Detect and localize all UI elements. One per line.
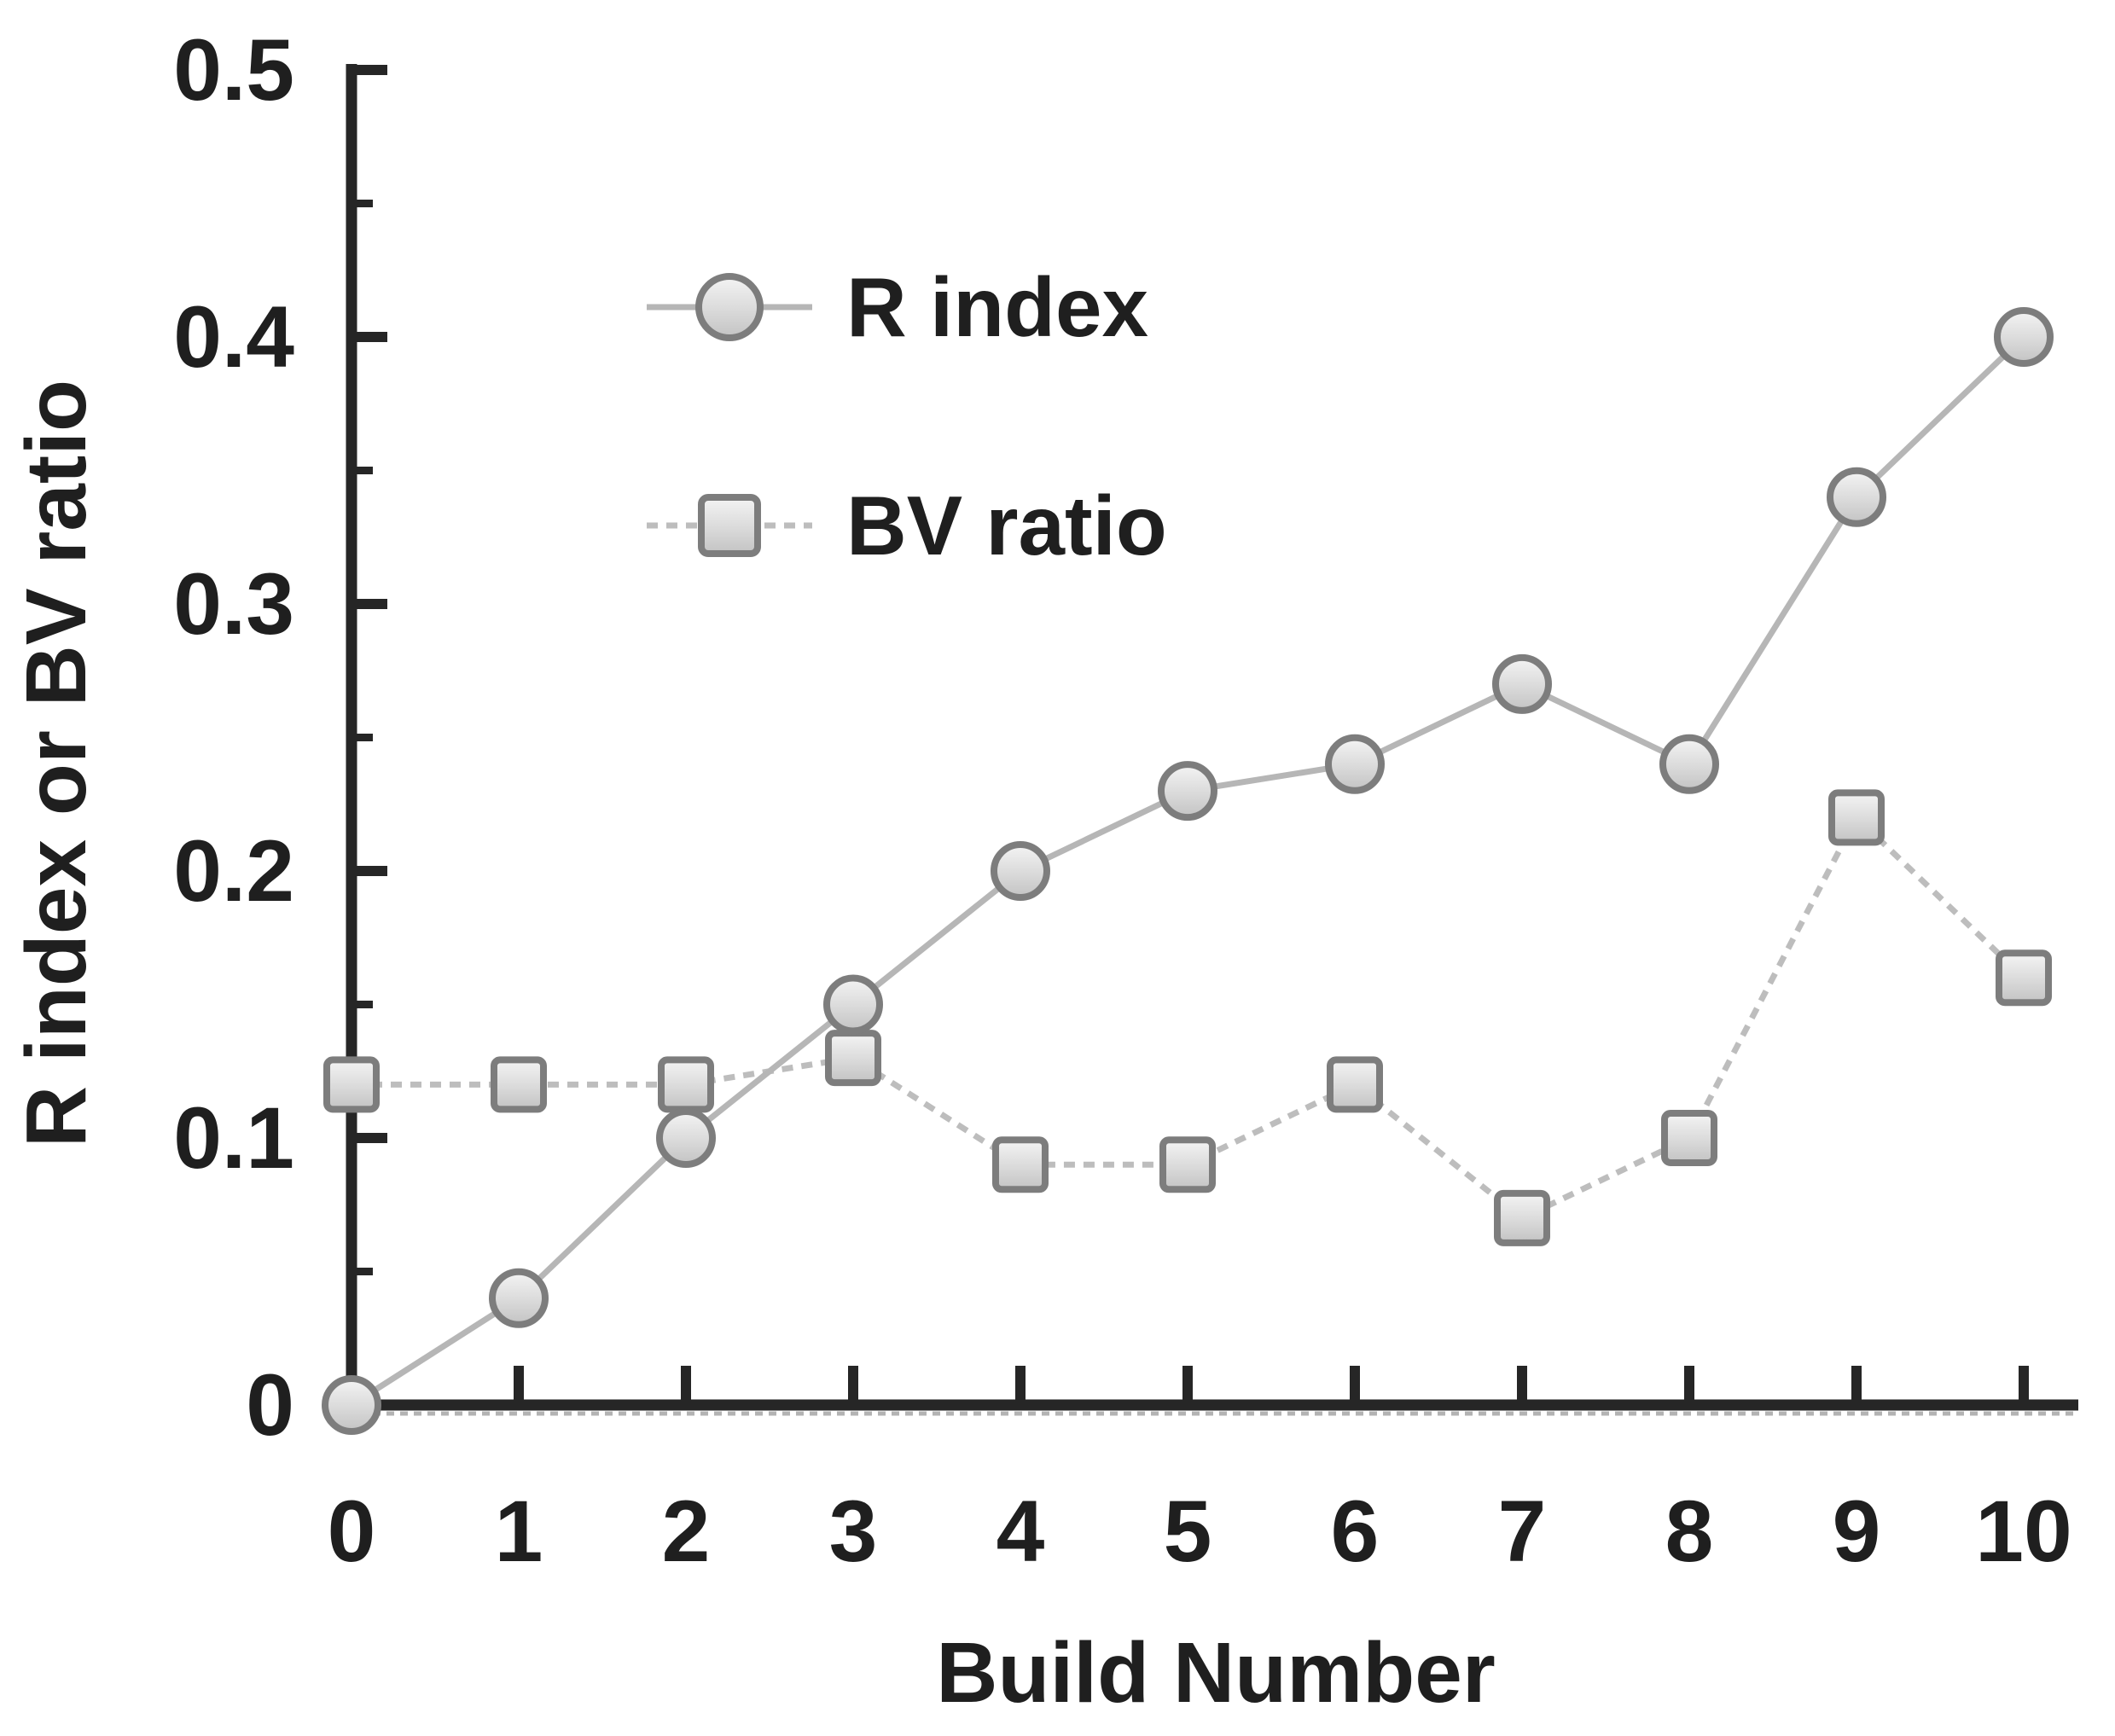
r-index-marker [1659,734,1719,794]
x-axis-title: Build Number [936,1625,1496,1721]
legend-r-index-label: R index [846,260,1148,354]
x-tick-label: 6 [1331,1483,1380,1580]
series-plot [322,307,2054,1435]
x-tick-label: 3 [829,1483,878,1580]
bv-ratio-marker [658,1056,714,1113]
y-tick-label: 0.5 [173,21,294,119]
x-tick-label: 4 [996,1483,1045,1580]
x-tick-label: 1 [495,1483,543,1580]
y-tick-label: 0 [246,1356,294,1454]
y-tick-label: 0.4 [173,288,294,386]
r-index-line [350,334,2026,1408]
x-tick-label: 5 [1164,1483,1212,1580]
tick-labels: 0 0.1 0.2 0.3 0.4 0.5 0 1 2 3 4 5 6 7 8 9 10 [173,21,2072,1580]
bv-ratio-marker [1661,1110,1717,1166]
y-tick-label: 0.3 [173,555,294,653]
bv-ratio-marker [992,1136,1049,1193]
bv-ratio-marker [1996,949,2052,1007]
r-index-marker [322,1375,381,1435]
r-index-marker [1827,467,1886,527]
axes [346,64,2078,1416]
r-index-marker [656,1108,716,1168]
bv-ratio-marker [1494,1189,1550,1246]
y-tick-label: 0.2 [173,822,294,920]
x-tick-label: 8 [1665,1483,1714,1580]
bv-ratio-marker [323,1056,380,1113]
legend: R index BV ratio [647,260,1167,572]
y-tick-label: 0.1 [173,1089,294,1187]
bv-ratio-marker [1327,1056,1383,1113]
r-index-marker [1994,307,2054,367]
r-index-marker [823,974,883,1035]
legend-r-index-circle-marker-icon [695,273,764,341]
bv-ratio-marker [825,1030,881,1087]
legend-bv-ratio-label: BV ratio [846,479,1167,572]
r-index-marker [1492,653,1552,714]
x-tick-label: 2 [662,1483,711,1580]
x-tick-label: 9 [1833,1483,1881,1580]
bv-ratio-marker [1159,1136,1216,1193]
legend-bv-ratio-square-marker-icon [698,494,761,557]
x-tick-label: 7 [1498,1483,1547,1580]
y-axis-title: R index or BV ratio [9,380,104,1147]
r-index-marker [1158,761,1217,822]
bv-ratio-marker [1828,789,1885,846]
r-index-marker [489,1268,549,1328]
r-index-marker [991,841,1050,901]
x-tick-label: 10 [1975,1483,2071,1580]
bv-ratio-marker [491,1056,547,1113]
x-tick-label: 0 [328,1483,376,1580]
r-index-marker [1325,734,1385,794]
